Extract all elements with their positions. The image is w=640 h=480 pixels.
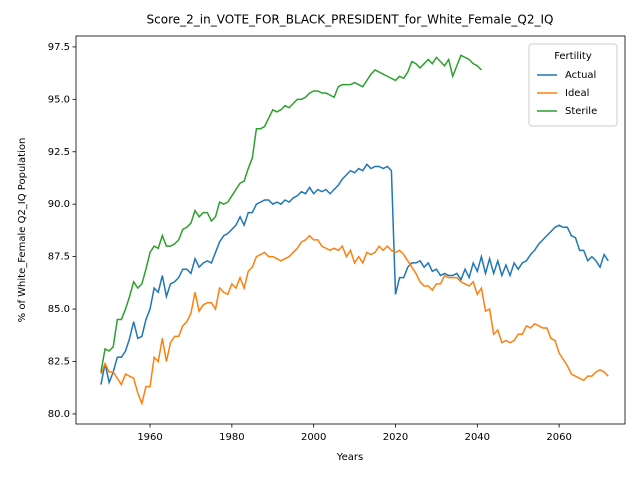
x-tick-label: 1980 <box>219 432 244 443</box>
x-tick-label: 1960 <box>137 432 162 443</box>
plot-frame <box>75 35 626 425</box>
x-tick-label: 2040 <box>465 432 490 443</box>
legend-label: Actual <box>565 70 596 81</box>
series-line <box>100 163 609 386</box>
chart-title: Score_2_in_VOTE_FOR_BLACK_PRESIDENT_for_… <box>147 13 554 27</box>
legend-box <box>528 43 618 127</box>
y-tick-label: 95.0 <box>48 94 70 105</box>
y-tick-label: 80.0 <box>48 409 70 420</box>
x-tick-label: 2020 <box>383 432 408 443</box>
x-axis-label: Years <box>336 452 363 463</box>
y-axis-label: % of White_Female Q2_IQ Population <box>17 138 28 323</box>
y-tick-label: 90.0 <box>48 199 70 210</box>
x-tick-label: 2060 <box>546 432 571 443</box>
legend-title: Fertility <box>554 51 592 62</box>
legend-label: Ideal <box>565 88 589 99</box>
y-tick-label: 92.5 <box>48 147 70 158</box>
series-line <box>100 234 609 406</box>
y-tick-label: 85.0 <box>48 304 70 315</box>
legend: Fertility Actual Ideal Sterile <box>528 43 618 127</box>
legend-label: Sterile <box>565 106 597 117</box>
y-tick-label: 82.5 <box>48 357 70 368</box>
x-tick-label: 2000 <box>301 432 326 443</box>
y-tick-label: 87.5 <box>48 252 70 263</box>
y-tick-label: 97.5 <box>48 42 70 53</box>
series-line <box>100 54 482 373</box>
